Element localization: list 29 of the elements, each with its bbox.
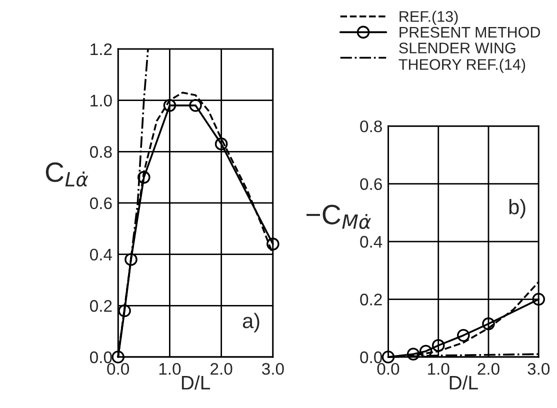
- x-tick-label: 2.0: [478, 362, 500, 375]
- x-tick-label: 0.0: [107, 362, 130, 375]
- x-tick-label: 3.0: [528, 362, 550, 375]
- y-tick-label: 1.0: [90, 94, 112, 107]
- x-axis-title: D/L: [450, 375, 478, 390]
- x-tick-label: 1.0: [428, 362, 450, 375]
- y-tick-label: 1.2: [90, 43, 112, 55]
- x-tick-label: 0.0: [377, 362, 400, 375]
- legend-label: PRESENT METHOD: [400, 26, 540, 38]
- y-tick-label: 0.8: [90, 146, 112, 158]
- y-tick-label: 0.0: [90, 351, 112, 364]
- annotation: a): [242, 312, 260, 332]
- y-tick-label: 0.4: [90, 248, 112, 261]
- x-tick-label: 3.0: [262, 362, 284, 375]
- x-tick-label: 1.0: [159, 362, 181, 375]
- y-tick-label: 0.2: [90, 300, 112, 312]
- annotation: b): [509, 199, 526, 218]
- y-tick-label: 0.0: [360, 351, 382, 364]
- y-axis-title: −C$_{Mα̇}$: [306, 204, 371, 229]
- legend-label: REF.(13): [400, 10, 458, 25]
- x-tick-label: 2.0: [210, 362, 232, 375]
- y-tick-label: 0.4: [360, 236, 382, 248]
- y-axis-title: C$_{Lα̇}$: [46, 162, 88, 187]
- y-tick-label: 0.2: [360, 294, 382, 306]
- x-axis-title: D/L: [182, 375, 210, 390]
- y-tick-label: 0.6: [360, 178, 382, 190]
- legend-label: SLENDER WING THEORY REF.(14): [398, 42, 526, 73]
- y-tick-label: 0.6: [90, 197, 112, 210]
- y-tick-label: 0.8: [360, 120, 382, 132]
